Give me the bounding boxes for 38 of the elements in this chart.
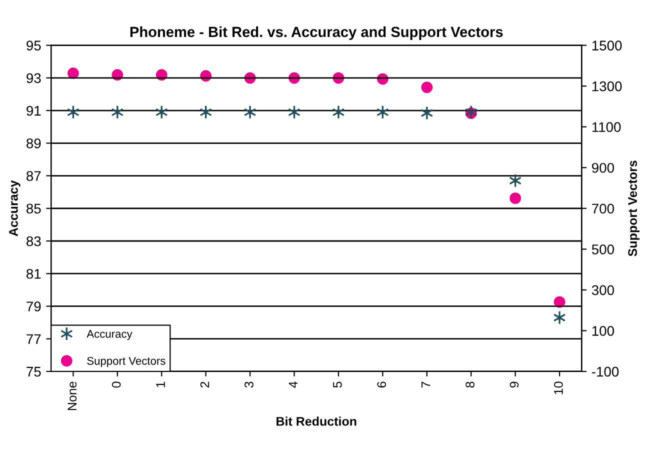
legend-label: Accuracy: [86, 330, 132, 340]
y2-tick-label: 300: [592, 285, 614, 296]
y-tick-label: 77: [26, 334, 41, 344]
y-tick-label: 91: [26, 106, 41, 116]
x-tick-label: 3: [244, 382, 254, 388]
y-tick-label: 85: [26, 204, 41, 214]
y2-tick-label: 1300: [592, 81, 622, 92]
x-tick-label: 8: [466, 382, 474, 388]
y-tick-label: 79: [26, 302, 41, 312]
y-tick-label: 87: [26, 171, 41, 181]
y-tick-label: 89: [26, 138, 41, 148]
y-tick-label: 95: [26, 40, 41, 50]
x-axis-title: Bit Reduction: [276, 416, 356, 426]
y2-tick-label: 100: [592, 326, 614, 336]
y2-tick-label: 900: [592, 162, 614, 173]
y2-tick-label: 1500: [592, 40, 622, 50]
x-tick-label: 0: [112, 382, 121, 388]
y-tick-label: 75: [26, 366, 41, 377]
y2-axis-title: Support Vectors: [628, 160, 640, 256]
x-tick-label: 6: [377, 382, 386, 388]
y-tick-label: 81: [26, 268, 41, 279]
x-tick-label: 4: [288, 382, 298, 388]
x-tick-label: 1: [156, 382, 165, 388]
legend-label: Support Vectors: [87, 356, 166, 368]
y2-tick-label: 1100: [592, 122, 621, 132]
x-tick-label: 2: [200, 382, 210, 388]
x-tick-label: 5: [333, 382, 342, 388]
y2-tick-label: 500: [592, 244, 614, 254]
x-tick-label: 9: [510, 382, 519, 388]
x-tick-label: 10: [554, 382, 563, 394]
y-tick-label: 83: [26, 236, 41, 246]
chart-title: Phoneme - Bit Red. vs. Accuracy and Support Vectors: [130, 26, 503, 40]
x-tick-label: 7: [422, 382, 430, 388]
y2-tick-label: -100: [592, 366, 619, 377]
y-axis-title: Accuracy: [9, 180, 20, 236]
y2-tick-label: 700: [592, 204, 614, 214]
x-tick-label: None: [68, 382, 77, 410]
y-tick-label: 93: [26, 73, 41, 84]
